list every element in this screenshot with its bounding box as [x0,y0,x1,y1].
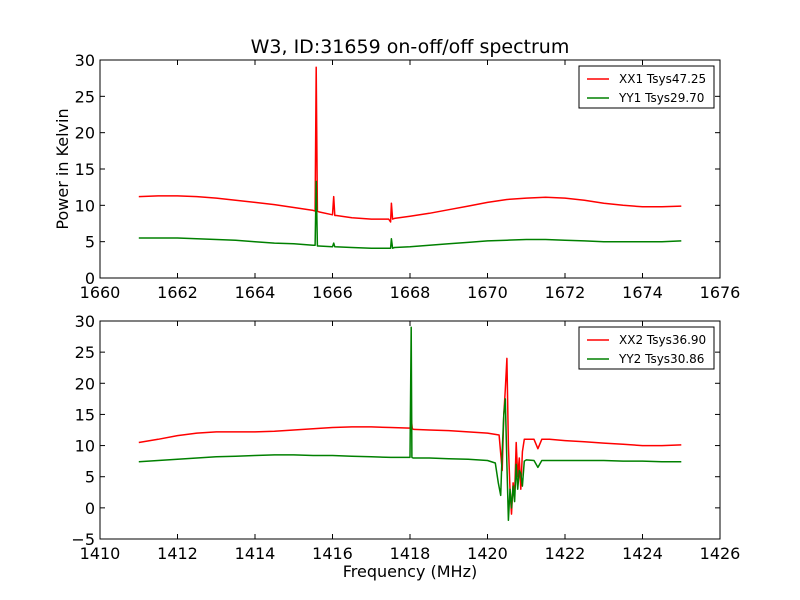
y-tick-label: 5 [85,233,95,252]
y-tick-label: 30 [75,312,95,331]
y-tick-label: 10 [75,437,95,456]
y-tick-label: 25 [75,343,95,362]
chart-title: W3, ID:31659 on-off/off spectrum [251,36,570,58]
top-subplot: W3, ID:31659 on-off/off spectrum Power i… [53,36,740,302]
bottom-subplot: Frequency (MHz) 1410 1412 1414 1416 1418 1420… [71,312,740,581]
x-tick-label: 1412 [157,544,198,563]
x-tick-label: 1676 [700,283,741,302]
legend-entry-xx2: XX2 Tsys36.90 [619,333,706,347]
legend-entry-yy1: YY1 Tsys29.70 [618,91,704,105]
x-tick-label: 1410 [80,544,121,563]
x-tick-label: 1668 [390,283,431,302]
bottom-legend-box [578,326,715,370]
x-tick-label: 1414 [235,544,276,563]
y-tick-label: 20 [75,124,95,143]
y-tick-label: 30 [75,51,95,70]
y-axis-label: Power in Kelvin [53,108,72,229]
x-tick-label: 1420 [467,544,508,563]
x-tick-label: 1674 [622,283,663,302]
x-axis-label: Frequency (MHz) [343,562,477,581]
y-tick-label: 15 [75,160,95,179]
y-tick-label: 0 [85,499,95,518]
x-tick-label: 1672 [545,283,586,302]
x-tick-label: 1662 [157,283,198,302]
y-tick-label: 10 [75,196,95,215]
y-tick-label: −5 [71,530,95,549]
x-tick-label: 1426 [700,544,741,563]
x-tick-label: 1422 [545,544,586,563]
x-tick-label: 1670 [467,283,508,302]
top-axis-ticks: 1660 1662 1664 1666 1668 1670 1672 1674 1676 0 5 10… [75,51,741,302]
y-tick-label: 15 [75,405,95,424]
top-legend: XX1 Tsys47.25 YY1 Tsys29.70 [578,65,715,109]
legend-entry-xx1: XX1 Tsys47.25 [619,72,706,86]
x-tick-label: 1664 [235,283,276,302]
x-tick-label: 1416 [312,544,353,563]
y-tick-label: 25 [75,87,95,106]
legend-entry-yy2: YY2 Tsys30.86 [618,352,704,366]
series-line-xx1 [138,66,682,223]
x-tick-label: 1660 [80,283,121,302]
top-series-group [138,66,682,249]
bottom-series-group [138,326,682,522]
series-line-yy2 [138,326,682,522]
top-legend-box [578,65,715,109]
x-tick-label: 1666 [312,283,353,302]
bottom-axis-ticks: 1410 1412 1414 1416 1418 1420 1422 1424 1426 −5 0 5… [71,312,740,563]
x-tick-label: 1424 [622,544,663,563]
x-tick-label: 1418 [390,544,431,563]
bottom-legend: XX2 Tsys36.90 YY2 Tsys30.86 [578,326,715,370]
series-line-yy1 [138,180,682,249]
y-tick-label: 20 [75,374,95,393]
y-tick-label: 0 [85,269,95,288]
y-tick-label: 5 [85,468,95,487]
